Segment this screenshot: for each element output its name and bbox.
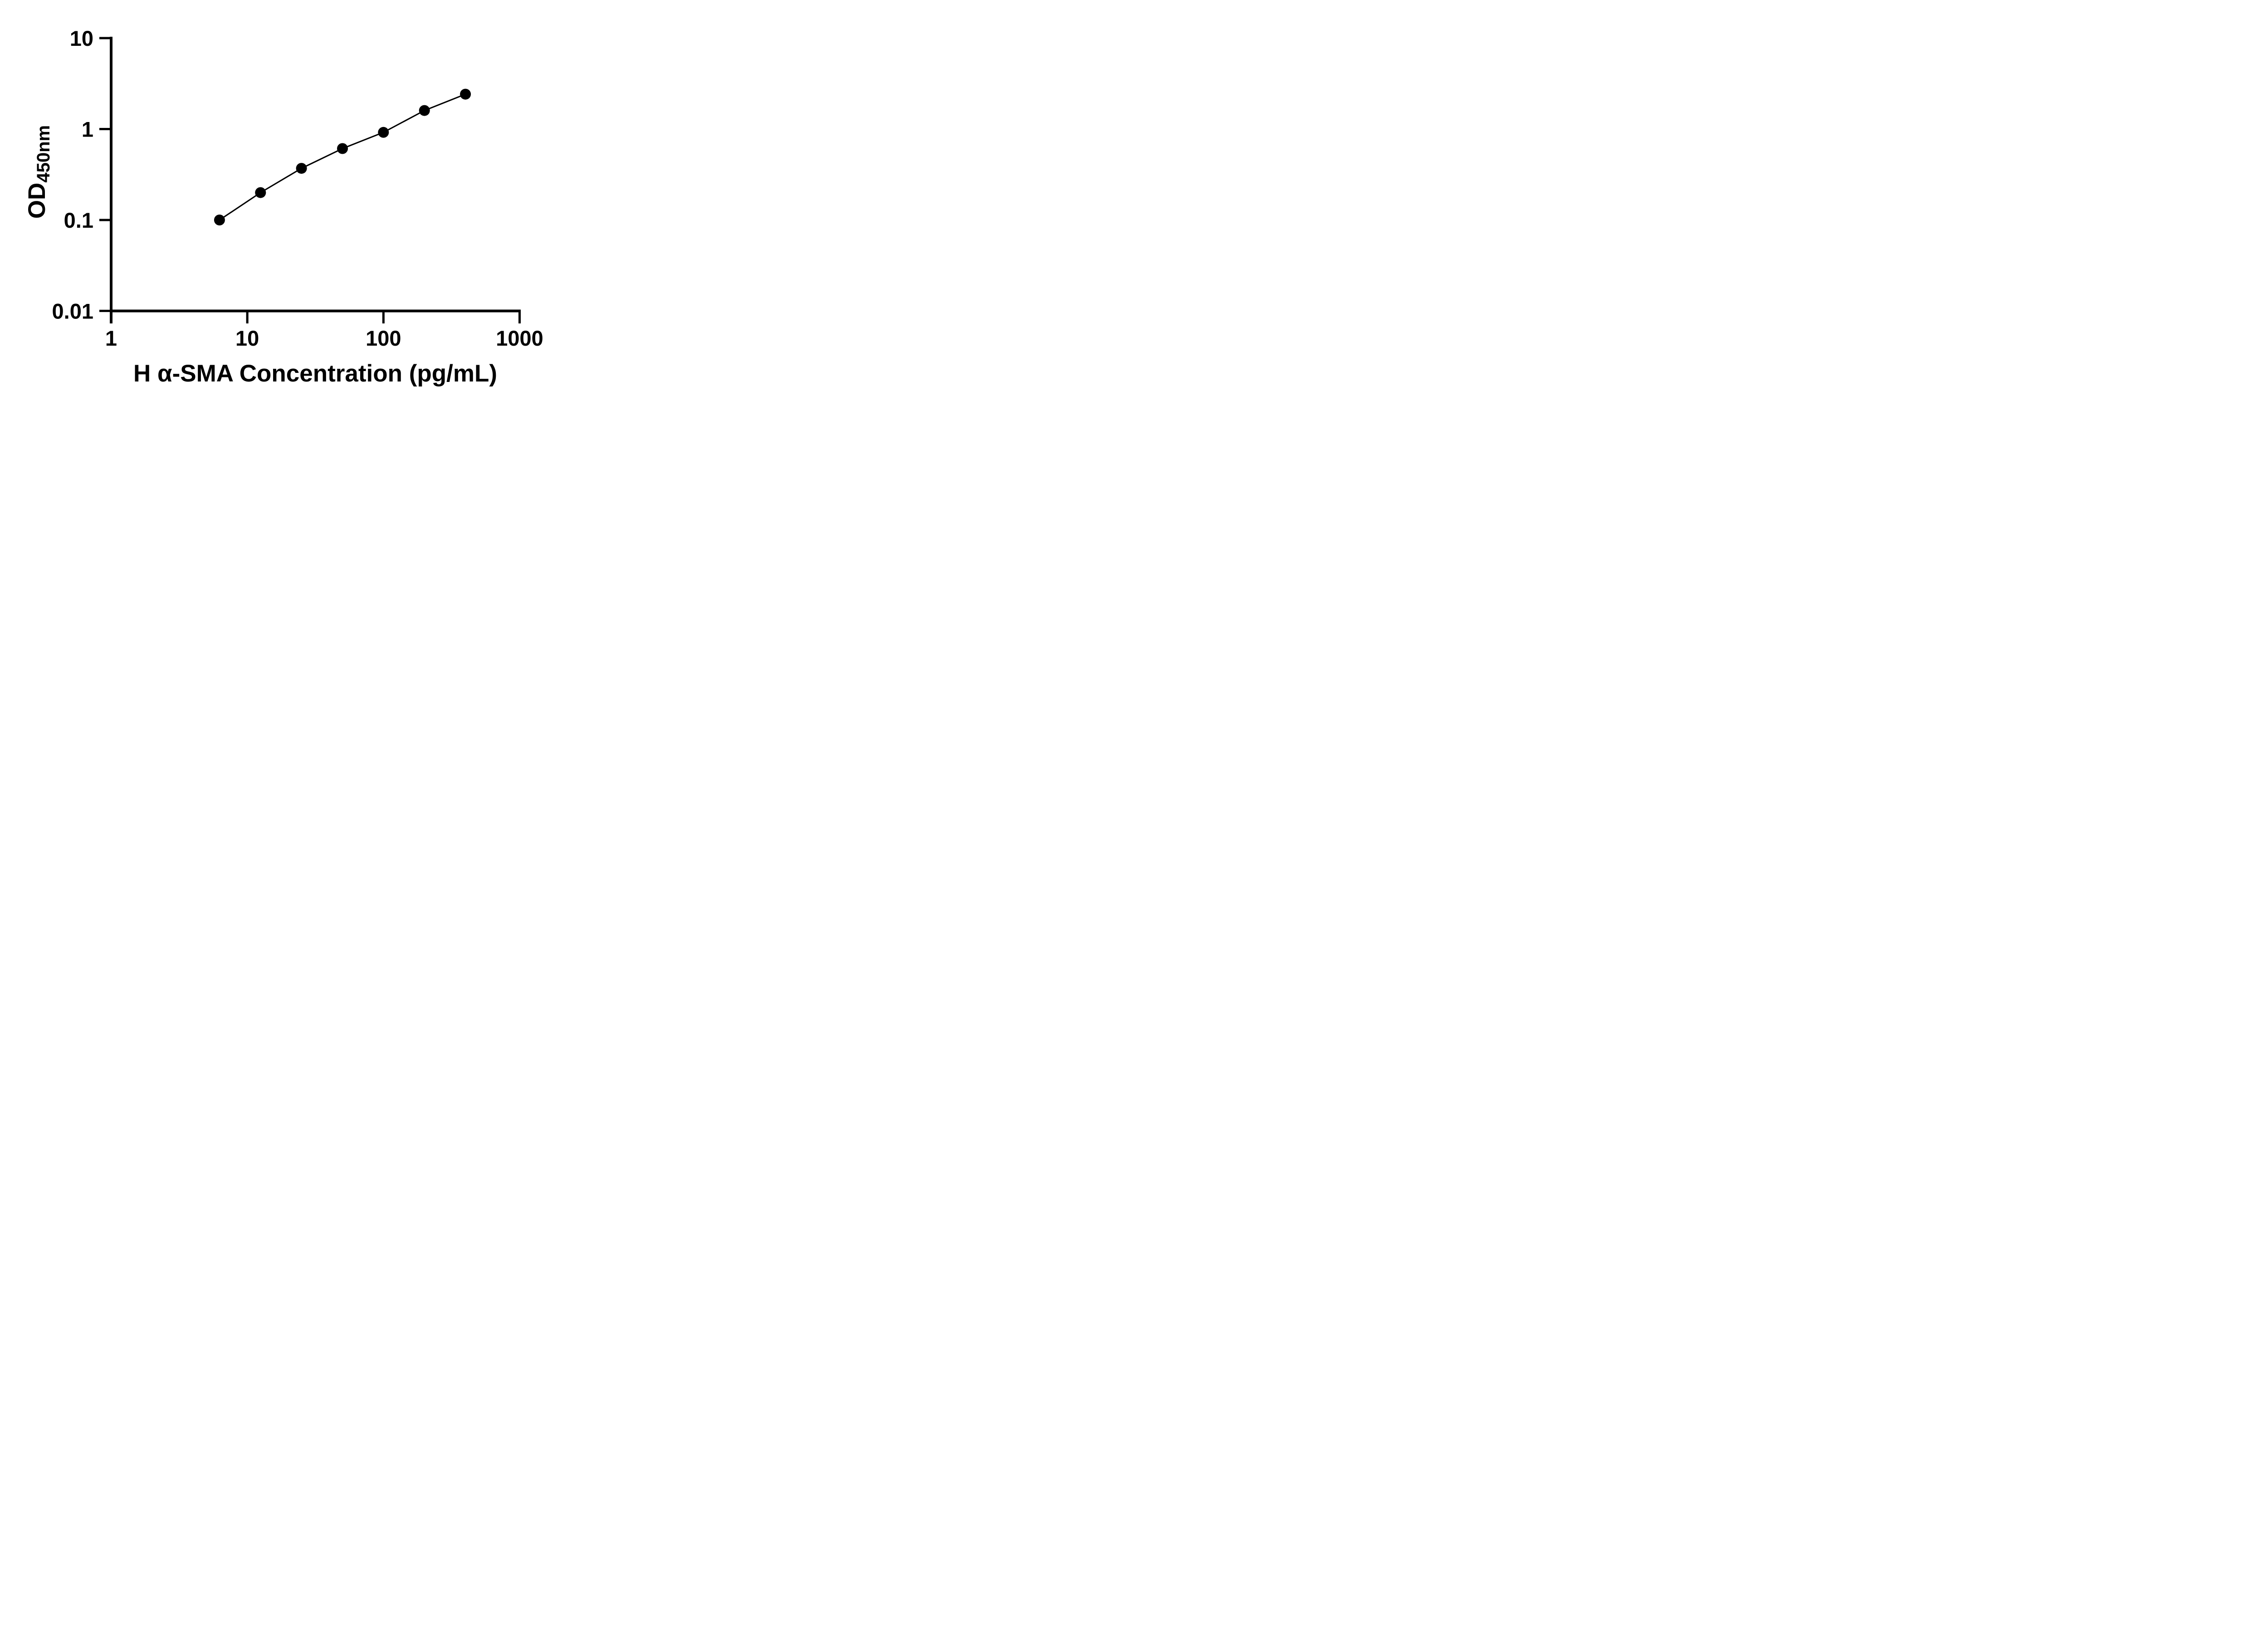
data-point xyxy=(378,127,389,138)
x-tick-labels-group: 1 10 100 1000 xyxy=(105,326,543,350)
x-axis-title: H α-SMA Concentration (pg/mL) xyxy=(133,360,497,387)
elisa-standard-curve-figure: 1 10 100 1000 10 1 0.1 0.01 H α-SMA Concentrat… xyxy=(0,0,582,408)
x-tick-label: 1000 xyxy=(496,326,543,350)
data-point xyxy=(337,143,348,154)
x-ticks-group xyxy=(110,311,521,323)
data-points-group xyxy=(214,88,471,225)
y-axis-title: OD450nm xyxy=(24,125,54,219)
data-point xyxy=(296,163,307,174)
data-point xyxy=(460,88,471,100)
x-tick-label: 10 xyxy=(235,326,259,350)
y-ticks-group xyxy=(99,37,111,312)
y-tick-label: 0.01 xyxy=(52,299,93,323)
y-tick-labels-group: 10 1 0.1 0.01 xyxy=(52,26,93,323)
data-point xyxy=(419,105,430,116)
y-axis-title-subscript: 450nm xyxy=(34,125,54,183)
y-axis-title-main: OD xyxy=(24,183,50,219)
data-point xyxy=(214,215,225,225)
y-tick-label: 0.1 xyxy=(64,208,93,232)
data-point xyxy=(255,187,266,198)
x-tick-label: 100 xyxy=(366,326,401,350)
y-tick-label: 1 xyxy=(82,117,93,142)
x-tick-label: 1 xyxy=(105,326,117,350)
axes-group xyxy=(110,37,521,323)
plot-canvas: 1 10 100 1000 10 1 0.1 0.01 H α-SMA Concentrat… xyxy=(24,26,543,387)
y-tick-label: 10 xyxy=(70,26,93,50)
